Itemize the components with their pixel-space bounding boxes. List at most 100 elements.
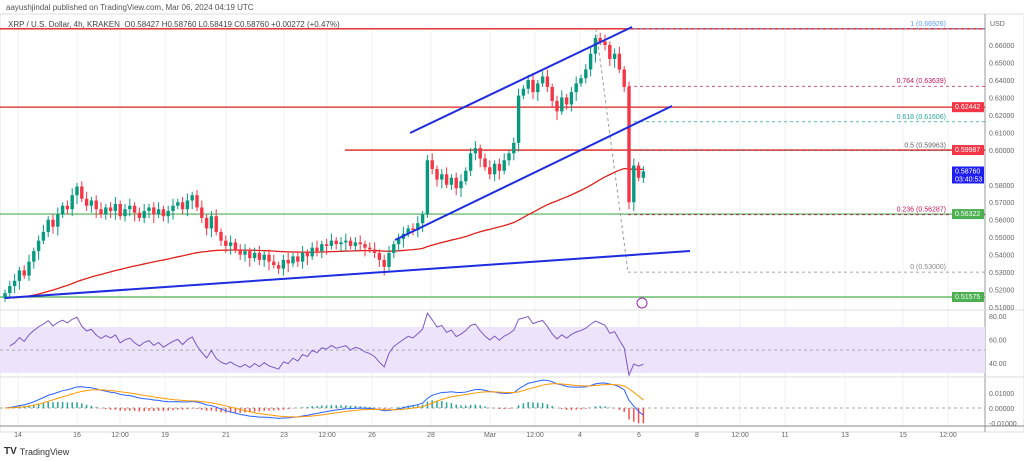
- candle: [377, 252, 382, 260]
- price-label-badge: [952, 292, 984, 303]
- candle: [579, 78, 583, 84]
- candle: [200, 207, 204, 218]
- time-tick: 12:00: [526, 432, 544, 439]
- channel-upper-line: [409, 26, 633, 134]
- time-tick: 8: [695, 432, 699, 439]
- time-tick: 21: [222, 432, 230, 439]
- candle: [248, 251, 252, 259]
- candle: [36, 240, 41, 252]
- candle: [104, 207, 108, 215]
- candle: [545, 76, 550, 87]
- candle: [334, 240, 338, 245]
- time-tick: 13: [841, 432, 849, 439]
- candle: [8, 286, 12, 294]
- candle: [128, 205, 132, 210]
- candle: [108, 207, 113, 211]
- candle: [70, 195, 74, 210]
- time-tick: 23: [280, 432, 288, 439]
- candle: [339, 242, 343, 245]
- time-tick: Mar: [484, 432, 497, 439]
- candle: [80, 186, 84, 199]
- candle: [291, 256, 295, 264]
- candle: [584, 69, 588, 79]
- candle: [372, 249, 377, 253]
- candle: [459, 181, 463, 189]
- price-tick: 0.58000: [989, 183, 1014, 190]
- candle: [497, 163, 502, 171]
- candle: [483, 158, 487, 168]
- candle: [84, 198, 89, 206]
- price-label: 0.56322: [955, 211, 980, 218]
- candle: [608, 45, 612, 59]
- candle: [267, 254, 271, 262]
- candle: [12, 280, 17, 287]
- candle: [454, 177, 458, 189]
- candle: [204, 217, 209, 229]
- candle: [512, 142, 516, 154]
- candle: [449, 177, 454, 185]
- publisher-line: aayushjindal published on TradingView.co…: [6, 3, 254, 12]
- price-tick: 0.66000: [989, 43, 1014, 50]
- price-tick: 0.62000: [989, 113, 1014, 120]
- candle: [430, 160, 434, 170]
- candle: [368, 247, 372, 250]
- price-tick: 0.61000: [989, 130, 1014, 137]
- time-tick: 6: [637, 432, 641, 439]
- candle: [536, 83, 540, 93]
- candle: [396, 238, 401, 245]
- symbol-name: XRP / U.S. Dollar, 4h, KRAKEN: [8, 20, 120, 29]
- candle: [94, 200, 98, 210]
- candle: [502, 160, 506, 171]
- candle: [406, 228, 410, 234]
- price-tick: 0.64000: [989, 78, 1014, 85]
- chart-frame: [0, 13, 1024, 433]
- price-chart[interactable]: 0.66000 0.65000 0.64000 0.63000 0.62000 0.610…: [0, 0, 1024, 446]
- candle: [195, 195, 199, 208]
- candle: [435, 169, 439, 180]
- candle: [444, 174, 449, 185]
- candle: [488, 167, 492, 175]
- price-tick: 0.63000: [989, 95, 1014, 102]
- candle: [569, 92, 574, 105]
- candle: [416, 223, 420, 231]
- candle: [147, 207, 151, 211]
- candle: [636, 165, 641, 178]
- candle: [300, 252, 305, 262]
- candle: [209, 216, 214, 229]
- price-tick: 0.52000: [989, 288, 1014, 295]
- candle: [132, 205, 137, 213]
- time-tick: 19: [161, 432, 169, 439]
- price-tick: 0.57000: [989, 200, 1014, 207]
- candle: [185, 200, 190, 210]
- candle: [320, 244, 324, 252]
- time-tick: 16: [73, 432, 81, 439]
- candle: [99, 209, 103, 215]
- time-tick: 26: [368, 432, 376, 439]
- candle: [363, 244, 367, 248]
- price-tick: 0.51000: [989, 305, 1014, 312]
- candle: [152, 207, 156, 215]
- candle: [272, 261, 276, 266]
- symbol-legend: XRP / U.S. Dollar, 4h, KRAKEN O0.58427 H…: [8, 20, 340, 29]
- candle: [219, 231, 223, 241]
- fib-trend-line: [595, 28, 629, 273]
- candle: [564, 97, 569, 105]
- currency-label: USD: [990, 21, 1005, 28]
- rsi-line: [9, 312, 644, 377]
- price-label-badge: [952, 145, 984, 156]
- candle: [224, 240, 228, 246]
- time-tick: 12:00: [318, 432, 336, 439]
- candle: [348, 240, 353, 246]
- candle: [492, 163, 497, 175]
- trendline-support: [4, 250, 691, 299]
- candle: [574, 83, 578, 93]
- time-tick: 12:00: [731, 432, 749, 439]
- price-tick: 0.65000: [989, 60, 1014, 67]
- price-label-badge: [952, 102, 984, 113]
- time-tick: 4: [578, 432, 582, 439]
- candle: [555, 100, 559, 112]
- candle: [75, 186, 79, 196]
- candle: [65, 205, 70, 210]
- price-label-badge: [952, 209, 984, 220]
- candle: [214, 216, 218, 232]
